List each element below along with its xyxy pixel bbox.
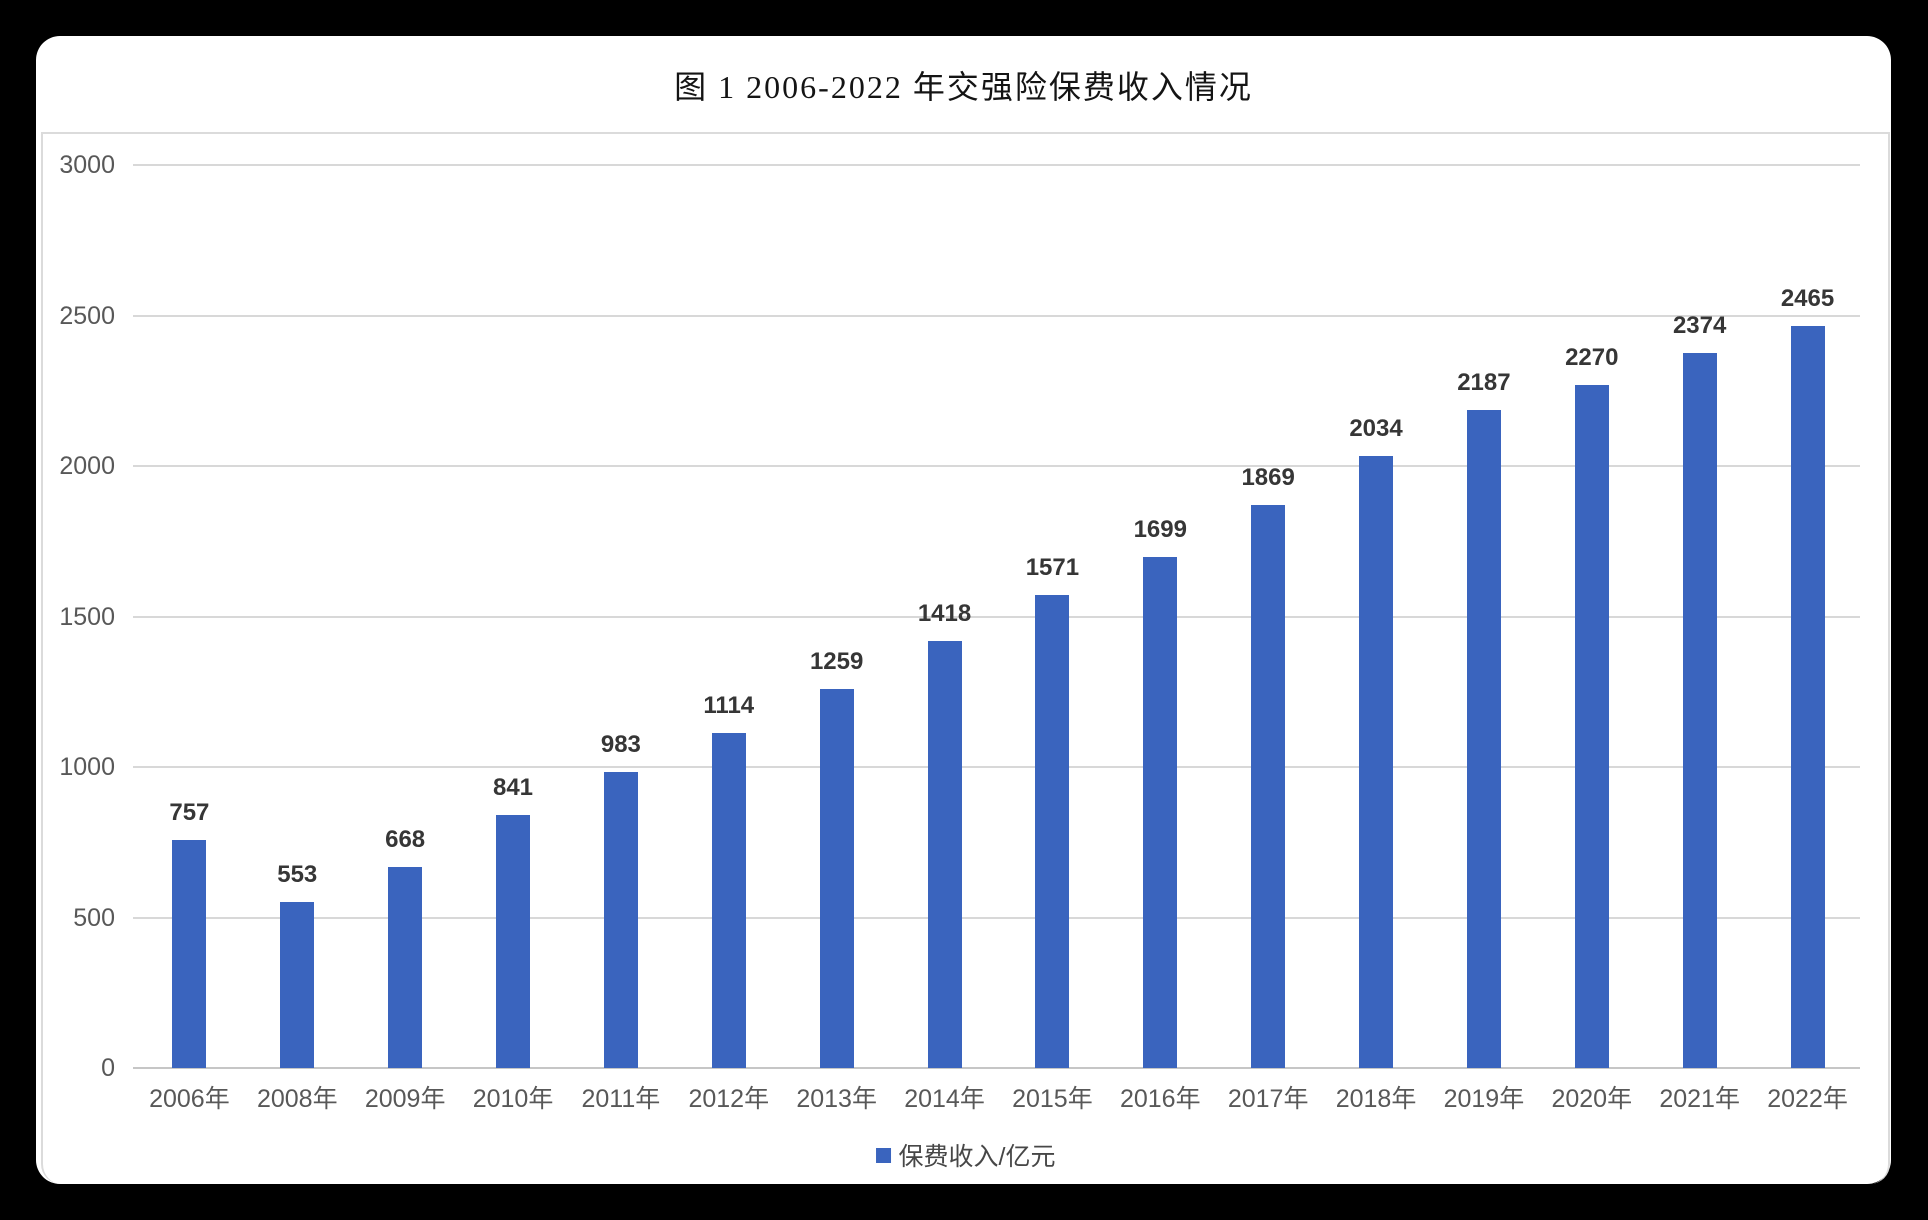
bar-value-label: 668 [385,825,426,853]
x-axis-label: 2013年 [796,1085,877,1113]
chart-title: 图 1 2006-2022 年交强险保费收入情况 [674,69,1253,105]
y-axis-tick-label: 0 [101,1054,115,1082]
x-axis-label: 2012年 [688,1085,770,1113]
bar-2014年 [927,641,962,1068]
bar-2019年 [1466,409,1501,1068]
x-axis-label: 2015年 [1012,1085,1093,1113]
x-axis-label: 2020年 [1551,1085,1633,1113]
x-axis-label: 2017年 [1227,1085,1309,1113]
x-axis-label: 2006年 [149,1085,230,1113]
y-axis-tick-label: 2500 [59,301,115,330]
bar-value-label: 841 [492,773,534,801]
x-axis-label: 2016年 [1119,1085,1201,1113]
bar-value-label: 2034 [1349,414,1403,442]
bar-2017年 [1251,505,1286,1068]
x-axis-label: 2018年 [1335,1085,1417,1113]
bar-value-label: 757 [169,799,210,827]
bar-2012年 [711,732,746,1068]
bar-value-label: 1571 [1025,554,1080,582]
bar-value-label: 2465 [1780,285,1835,313]
bar-value-label: 1699 [1133,515,1187,543]
bar-2015年 [1035,595,1070,1068]
gridline-2000 [133,465,1860,467]
x-axis-label: 2019年 [1443,1085,1525,1113]
gridline-3000 [133,164,1860,166]
x-axis-label: 2011年 [581,1085,661,1113]
x-axis-label: 2008年 [256,1085,338,1113]
y-axis-tick-label: 1000 [59,753,115,781]
bar-value-label: 2187 [1457,368,1511,396]
x-axis-label: 2022年 [1767,1085,1848,1113]
bar-value-label: 983 [600,731,641,759]
legend-marker-square-icon [875,1147,891,1163]
bar-value-label: 1418 [917,600,972,628]
gridline-1500 [133,615,1860,618]
x-axis-label: 2009年 [364,1085,446,1113]
chart-panel: 图 1 2006-2022 年交强险保费收入情况 保费收入/亿元 0 500 100… [36,36,1891,1184]
bar-2006年 [172,840,207,1068]
bar-value-label: 2270 [1565,343,1619,371]
x-axis-label: 2021年 [1659,1085,1740,1113]
x-axis-label: 2014年 [904,1085,985,1113]
x-axis-line [133,1067,1860,1069]
bar-value-label: 553 [277,860,318,888]
y-axis-tick-label: 3000 [59,151,115,179]
bar-2020年 [1574,384,1609,1068]
bar-2010年 [496,814,531,1068]
y-axis-tick-label: 1500 [59,602,115,631]
gridline-1000 [133,766,1860,768]
bar-2011年 [603,772,638,1068]
bar-2018年 [1359,455,1394,1068]
bar-2008年 [280,901,315,1068]
bar-2016年 [1143,556,1178,1068]
y-axis-tick-label: 500 [73,903,115,932]
y-axis-tick-label: 2000 [59,452,115,480]
bar-2022年 [1790,326,1825,1068]
legend: 保费收入/亿元 [875,1140,1056,1171]
bar-value-label: 1869 [1241,464,1295,492]
plot-area: 保费收入/亿元 0 500 1000 1500 2000 2500 3000 757 2006年… [41,132,1890,1184]
bar-2013年 [819,689,854,1068]
bar-value-label: 1259 [809,648,864,676]
bar-value-label: 1114 [703,691,755,719]
bar-2021年 [1682,353,1717,1068]
bar-value-label: 2374 [1672,312,1727,340]
bar-2009年 [388,866,423,1068]
legend-label: 保费收入/亿元 [898,1143,1056,1171]
gridline-2500 [133,314,1860,317]
x-axis-label: 2010年 [472,1085,554,1113]
gridline-500 [133,916,1860,919]
